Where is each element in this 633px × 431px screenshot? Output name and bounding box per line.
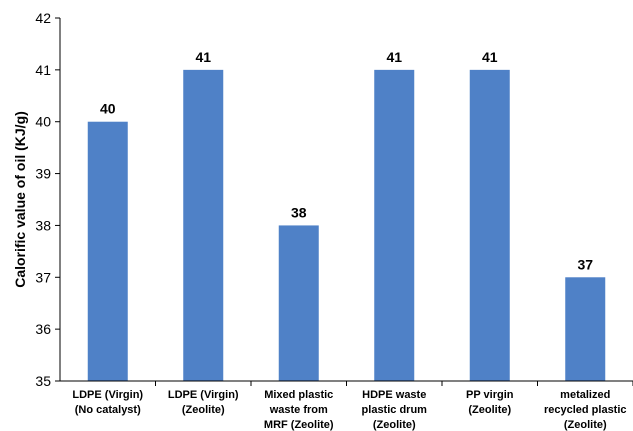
x-tick-label: metalized recycled plastic (Zeolite) [544, 389, 627, 431]
y-tick-label: 41 [35, 62, 51, 78]
bar [374, 69, 415, 381]
x-tick-label: HDPE waste plastic drum (Zeolite) [362, 389, 428, 431]
x-tick-label: PP virgin (Zeolite) [466, 389, 514, 416]
data-label: 38 [291, 204, 307, 220]
y-tick-label: 38 [35, 217, 51, 233]
bars [87, 69, 606, 381]
x-tick-label: LDPE (Virgin) (Zeolite) [168, 389, 239, 416]
y-tick-label: 40 [35, 114, 51, 130]
bar [87, 121, 128, 381]
data-label: 41 [195, 49, 211, 65]
x-tick-label: Mixed plastic waste from MRF (Zeolite) [264, 389, 334, 431]
bar [469, 69, 510, 381]
y-tick-label: 37 [35, 269, 51, 285]
y-tick-label: 36 [35, 321, 51, 337]
y-tick-label: 42 [35, 10, 51, 26]
bar [183, 69, 224, 381]
data-label: 37 [577, 256, 593, 272]
bar [278, 225, 319, 381]
y-tick-label: 35 [35, 373, 51, 389]
data-label: 41 [386, 49, 402, 65]
y-tick-label: 39 [35, 166, 51, 182]
bar [565, 277, 606, 381]
data-labels: 40 41 38 41 41 37 [100, 49, 593, 272]
y-axis-title: Calorific value of oil (KJ/g) [12, 111, 28, 288]
data-label: 40 [100, 101, 116, 117]
y-axis-ticks: 35 36 37 38 39 40 41 42 [35, 10, 60, 389]
x-tick-label: LDPE (Virgin) (No catalyst) [72, 389, 143, 416]
x-axis-labels: LDPE (Virgin) (No catalyst) LDPE (Virgin)(… [72, 381, 633, 431]
data-label: 41 [482, 49, 498, 65]
